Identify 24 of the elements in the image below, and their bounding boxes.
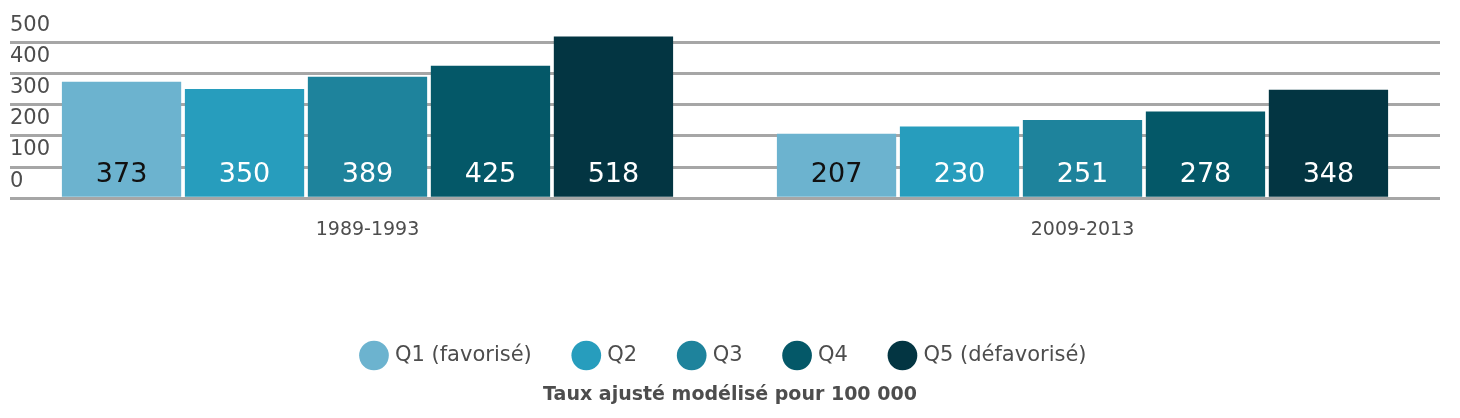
y-tick-label: 200 <box>10 105 51 130</box>
data-label: 373 <box>95 157 148 189</box>
legend-label: Q2 <box>607 341 638 366</box>
data-label: 207 <box>810 157 863 189</box>
data-label: 389 <box>341 157 394 189</box>
legend-label: Q1 (favorisé) <box>394 341 532 366</box>
legend-label: Q4 <box>818 341 848 366</box>
y-tick-label: 100 <box>10 136 51 161</box>
data-label: 518 <box>587 157 640 189</box>
y-tick-label: 0 <box>10 167 24 192</box>
data-label: 350 <box>218 157 271 189</box>
y-tick-label: 500 <box>10 11 51 36</box>
y-tick-label: 300 <box>10 74 51 99</box>
data-label: 278 <box>1179 157 1232 189</box>
legend-label: Q5 (défavorisé) <box>923 341 1087 366</box>
y-tick-label: 400 <box>10 42 51 67</box>
data-label: 251 <box>1056 157 1109 189</box>
x-tick-label: 1989-1993 <box>315 216 420 239</box>
data-label: 348 <box>1302 157 1355 189</box>
text: Taux ajusté modélisé pour 100 000 <box>542 382 918 404</box>
data-label: 425 <box>464 157 517 189</box>
legend-label: Q3 <box>712 341 743 366</box>
data-label: 230 <box>933 157 986 189</box>
x-tick-label: 2009-2013 <box>1030 216 1135 239</box>
